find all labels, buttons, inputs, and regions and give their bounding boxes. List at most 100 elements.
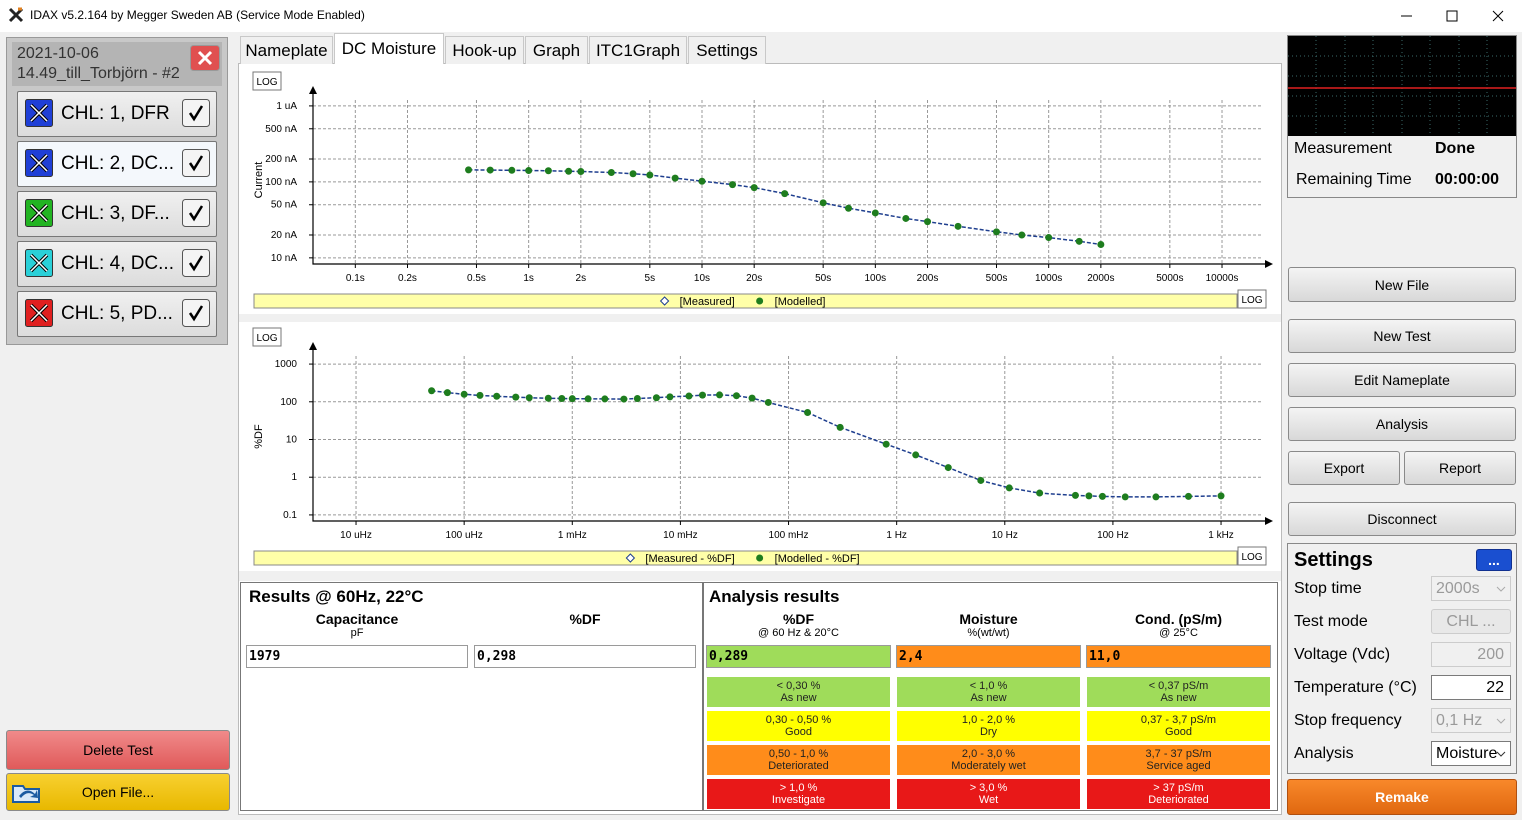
legend-label: [Measured - %DF] (645, 553, 734, 565)
analysis-value: 0,289 (706, 645, 891, 668)
data-point (544, 394, 552, 402)
checkbox[interactable] (182, 249, 210, 277)
legend-label: [Modelled - %DF] (775, 553, 860, 565)
data-point (924, 218, 932, 226)
x-tick-label: 10 Hz (992, 530, 1018, 541)
criteria-description: Dry (979, 726, 998, 738)
data-point (764, 398, 772, 406)
setting-control[interactable]: 22 (1431, 675, 1511, 700)
checkbox-box (182, 299, 210, 327)
data-point (1152, 493, 1160, 501)
criteria-range: 2,0 - 3,0 % (961, 748, 1016, 760)
y-tick-label: 100 (280, 397, 297, 408)
data-point (577, 167, 585, 175)
tab[interactable]: Nameplate (240, 36, 333, 64)
remaining-label: Remaining Time (1296, 171, 1412, 188)
analysis-column-label: Moisture (959, 611, 1018, 627)
df-value: 0,298 (474, 645, 696, 668)
x-tick-label: 200s (917, 273, 939, 284)
tab[interactable]: DC Moisture (334, 33, 444, 64)
data-point (465, 166, 473, 174)
checkbox[interactable] (182, 199, 210, 227)
test-item[interactable]: CHL: 1, DFR (17, 91, 217, 137)
y-tick-label: 1 (291, 472, 297, 483)
test-item[interactable]: CHL: 3, DF... (17, 191, 217, 237)
capacitance-unit: pF (350, 627, 364, 639)
disconnect-button[interactable]: Disconnect (1288, 502, 1516, 536)
criteria-range: > 37 pS/m (1153, 782, 1204, 794)
setting-label: Voltage (Vdc) (1294, 646, 1391, 663)
close-test-button[interactable] (190, 45, 220, 71)
channel-icon-cross (30, 204, 48, 222)
data-point (1184, 492, 1192, 500)
open-file-button[interactable]: Open File... (6, 773, 230, 811)
tab[interactable]: Graph (525, 36, 588, 64)
status-panel: Measurement Done Remaining Time 00:00:00 (1287, 35, 1517, 198)
settings-title: Settings (1294, 549, 1373, 571)
setting-control: 0,1 Hz (1431, 708, 1511, 733)
data-point (1018, 231, 1026, 239)
open-file-icon (12, 785, 40, 803)
analysis-button[interactable]: Analysis (1288, 407, 1516, 441)
tab[interactable]: Hook-up (445, 36, 524, 64)
report-button[interactable]: Report (1404, 451, 1516, 485)
settings-more-button[interactable]: ... (1476, 549, 1512, 571)
x-tick-label: 5000s (1156, 273, 1183, 284)
data-point (460, 390, 468, 398)
criteria-cell: > 1,0 % Investigate (706, 778, 891, 810)
setting-control[interactable]: Moisture (1431, 741, 1511, 766)
remaining-value: 00:00:00 (1435, 171, 1500, 188)
criteria-cell: 0,50 - 1,0 % Deteriorated (706, 744, 891, 776)
checkbox[interactable] (182, 299, 210, 327)
data-point (584, 395, 592, 403)
delete-test-button[interactable]: Delete Test (6, 730, 230, 770)
criteria-description: Moderately wet (951, 760, 1026, 772)
checkbox-check (188, 305, 204, 322)
x-tick-label: 10 mHz (663, 530, 697, 541)
data-point (992, 228, 1000, 236)
analysis-panel: Analysis results %DF @ 60 Hz & 20°C 0,289 M… (703, 582, 1278, 811)
legend-label: [Modelled] (775, 296, 826, 308)
edit-nameplate-button[interactable]: Edit Nameplate (1288, 363, 1516, 397)
data-point (954, 222, 962, 230)
test-item[interactable]: CHL: 4, DC... (17, 241, 217, 287)
checkbox[interactable] (182, 99, 210, 127)
tab[interactable]: Settings (688, 36, 766, 64)
test-header[interactable]: 2021-10-06 14.49_till_Torbjörn - #2 (12, 42, 222, 86)
new-file-button[interactable]: New File (1288, 267, 1516, 302)
dropdown-arrow (1496, 751, 1506, 757)
data-point (544, 167, 552, 175)
checkbox-box (182, 149, 210, 177)
tab[interactable]: ITC1Graph (589, 36, 687, 64)
channel-icon (25, 249, 53, 277)
setting-label: Temperature (°C) (1294, 679, 1417, 696)
log-button (252, 71, 282, 91)
criteria-cell: 0,37 - 3,7 pS/m Good (1086, 710, 1271, 742)
new-test-button[interactable]: New Test (1288, 319, 1516, 353)
checkbox[interactable] (182, 149, 210, 177)
criteria-description: Good (1165, 726, 1192, 738)
chart-background (244, 322, 1276, 570)
test-item[interactable]: CHL: 2, DC... (17, 141, 217, 187)
criteria-description: Deteriorated (1148, 794, 1209, 806)
setting-control: 200 (1431, 642, 1511, 667)
x-tick-label: 0.2s (398, 273, 417, 284)
data-point (476, 391, 484, 399)
data-point (486, 166, 494, 174)
chart-separator (239, 571, 1281, 581)
channel-icon (25, 99, 53, 127)
measurement-label: Measurement (1294, 140, 1392, 157)
data-point (836, 423, 844, 431)
window-controls[interactable] (1395, 8, 1515, 24)
y-tick-label: 10 (286, 434, 298, 445)
data-point (568, 395, 576, 403)
criteria-cell: 3,7 - 37 pS/m Service aged (1086, 744, 1271, 776)
data-point (1097, 240, 1105, 248)
x-tick-label: 1 mHz (558, 530, 587, 541)
export-button[interactable]: Export (1288, 451, 1400, 485)
test-item[interactable]: CHL: 5, PD... (17, 291, 217, 337)
measurement-value: Done (1435, 140, 1475, 157)
test-item-label: CHL: 4, DC... (61, 253, 174, 274)
remake-button[interactable]: Remake (1287, 779, 1517, 815)
data-point (804, 408, 812, 416)
